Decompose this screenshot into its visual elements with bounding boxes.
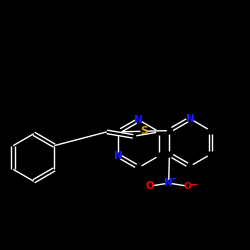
Text: N: N <box>114 150 122 161</box>
Text: N: N <box>164 178 173 188</box>
Text: N: N <box>134 115 143 125</box>
Text: −: − <box>190 180 199 190</box>
Text: O: O <box>184 182 191 191</box>
Text: S: S <box>140 126 147 136</box>
Text: +: + <box>170 176 176 182</box>
Text: O: O <box>146 181 154 191</box>
Text: N: N <box>186 114 194 124</box>
